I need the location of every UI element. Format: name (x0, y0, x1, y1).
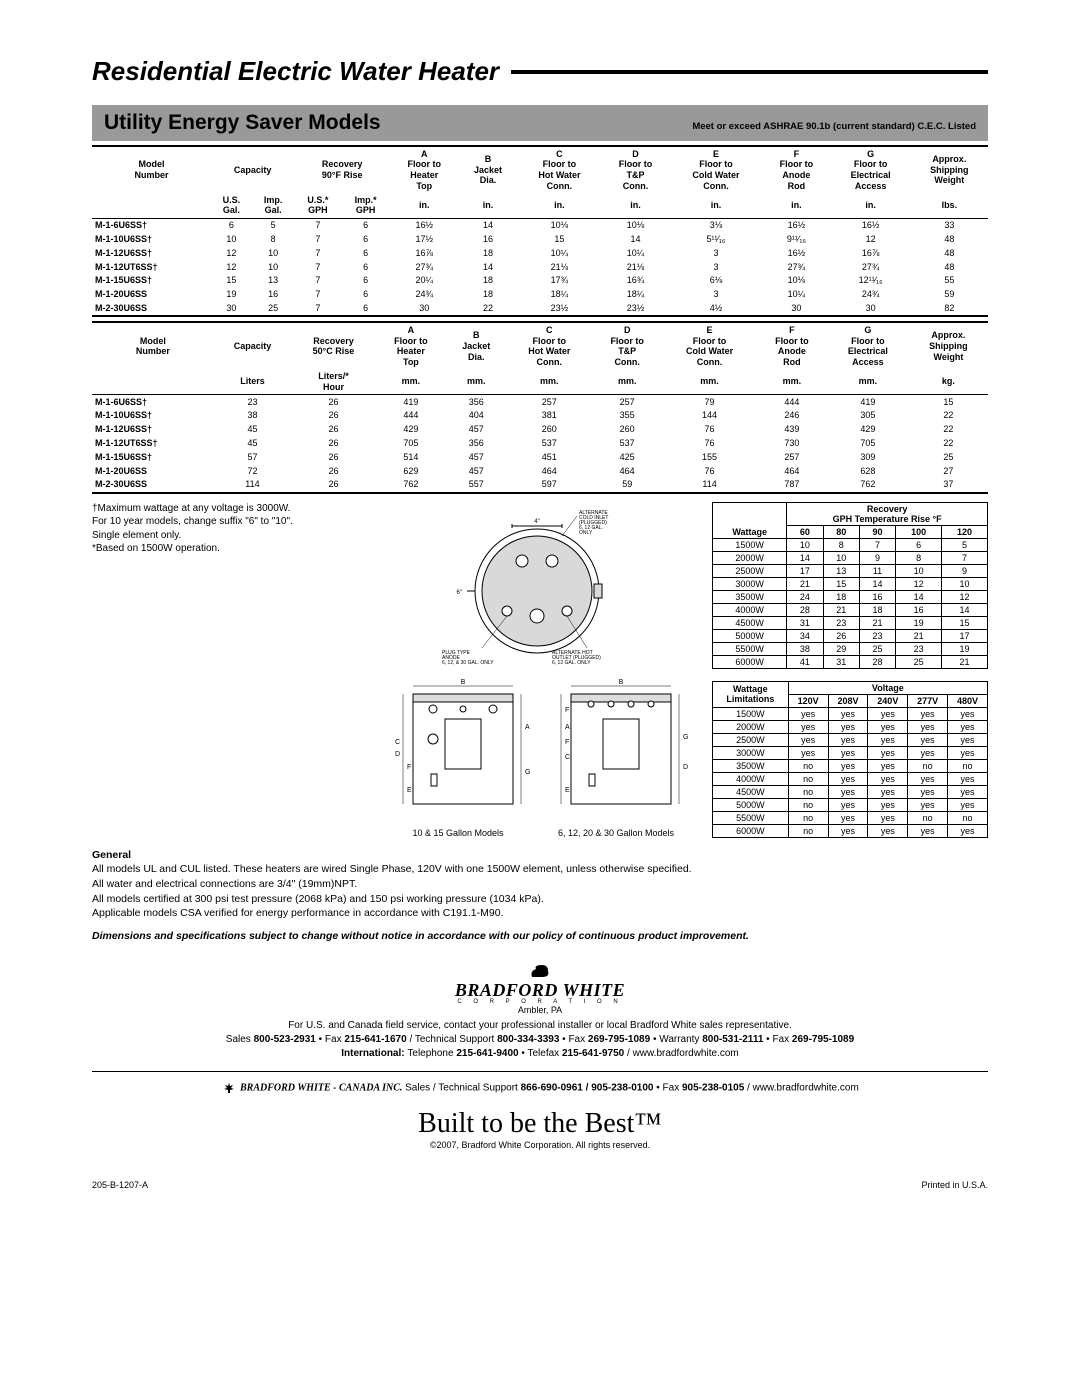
svg-text:D: D (683, 764, 688, 771)
diagram-right-wrap: B F A F C E G D 6, 12, 20 & 30 Gallon Mo… (541, 670, 691, 838)
main-title: Residential Electric Water Heater (92, 56, 499, 87)
footer-row: 205-B-1207-A Printed in U.S.A. (92, 1180, 988, 1190)
general-line: All models UL and CUL listed. These heat… (92, 862, 988, 877)
svg-text:6, 12 GAL. ONLY: 6, 12 GAL. ONLY (552, 660, 591, 666)
general-line: Applicable models CSA verified for energ… (92, 906, 988, 921)
svg-text:B: B (461, 679, 466, 686)
contact-line1: For U.S. and Canada field service, conta… (92, 1019, 988, 1033)
subtitle-box: Utility Energy Saver Models Meet or exce… (92, 105, 988, 141)
svg-text:F: F (407, 764, 411, 771)
svg-text:G: G (525, 769, 530, 776)
svg-text:E: E (407, 787, 412, 794)
front-diagram-left: B C D F E A G (383, 674, 533, 824)
diagram-left-wrap: B C D F E A G 10 & 15 Gallon Models (383, 670, 533, 838)
brand-name: BRADFORD WHITE (92, 980, 988, 1001)
svg-text:A: A (565, 724, 570, 731)
spec-table-imperial: ModelNumberCapacityRecovery90°F RiseAFlo… (92, 145, 988, 317)
canada-brand: BRADFORD WHITE - CANADA INC. (240, 1082, 402, 1093)
front-diagram-right: B F A F C E G D (541, 674, 691, 824)
svg-text:F: F (565, 739, 569, 746)
general-section: General All models UL and CUL listed. Th… (92, 848, 988, 944)
footer-left: 205-B-1207-A (92, 1180, 148, 1190)
svg-text:4": 4" (534, 519, 539, 525)
title-row: Residential Electric Water Heater (92, 56, 988, 87)
brand-location: Ambler, PA (92, 1005, 988, 1015)
diagram-caption-right: 6, 12, 20 & 30 Gallon Models (541, 828, 691, 838)
svg-text:D: D (395, 751, 400, 758)
diagram-caption-left: 10 & 15 Gallon Models (383, 828, 533, 838)
logo-icon (528, 963, 552, 979)
svg-text:E: E (565, 787, 570, 794)
voltage-table: WattageLimitationsVoltage120V208V240V277… (712, 681, 988, 838)
svg-text:F: F (565, 707, 569, 714)
svg-text:G: G (683, 734, 688, 741)
title-bar (511, 70, 988, 74)
general-line: All water and electrical connections are… (92, 877, 988, 892)
slogan: Built to be the Best™ (92, 1108, 988, 1140)
footer-right: Printed in U.S.A. (921, 1180, 988, 1190)
general-heading: General (92, 848, 988, 863)
right-tables-column: WattageRecoveryGPH Temperature Rise °F60… (692, 502, 988, 838)
page: Residential Electric Water Heater Utilit… (0, 0, 1080, 1220)
copyright: ©2007, Bradford White Corporation. All r… (92, 1140, 988, 1150)
svg-text:C: C (565, 754, 570, 761)
top-view-diagram: 4" 6" ALTERNATE COLD INLET (PLUGGED) 6, … (432, 506, 642, 666)
svg-text:6, 12, & 30 GAL. ONLY: 6, 12, & 30 GAL. ONLY (442, 660, 494, 666)
svg-text:A: A (525, 724, 530, 731)
contact-line2: Sales 800-523-2931 • Fax 215-641-1670 / … (92, 1033, 988, 1047)
diagram-column: 4" 6" ALTERNATE COLD INLET (PLUGGED) 6, … (382, 502, 692, 838)
divider (92, 1071, 988, 1072)
mid-section: †Maximum wattage at any voltage is 3000W… (92, 502, 988, 838)
svg-text:ONLY: ONLY (579, 530, 593, 536)
contact-line3: International: Telephone 215-641-9400 • … (92, 1047, 988, 1061)
contact-block: For U.S. and Canada field service, conta… (92, 1019, 988, 1061)
svg-text:B: B (619, 679, 624, 686)
recovery-table: WattageRecoveryGPH Temperature Rise °F60… (712, 502, 988, 669)
general-line: All models certified at 300 psi test pre… (92, 892, 988, 907)
notes-column: †Maximum wattage at any voltage is 3000W… (92, 502, 382, 838)
front-diagrams: B C D F E A G 10 & 15 Gallon Models (382, 670, 692, 838)
spec-table-metric: ModelNumberCapacityRecovery50°C RiseAFlo… (92, 321, 988, 493)
svg-text:C: C (395, 739, 400, 746)
canada-row: BRADFORD WHITE - CANADA INC. Sales / Tec… (92, 1082, 988, 1094)
maple-leaf-icon (221, 1082, 237, 1094)
subtitle-note: Meet or exceed ASHRAE 90.1b (current sta… (692, 121, 976, 132)
disclaimer: Dimensions and specifications subject to… (92, 929, 988, 944)
logo-block: BRADFORD WHITE C O R P O R A T I O N Amb… (92, 962, 988, 1015)
subtitle: Utility Energy Saver Models (104, 111, 381, 135)
svg-text:6": 6" (457, 590, 462, 596)
